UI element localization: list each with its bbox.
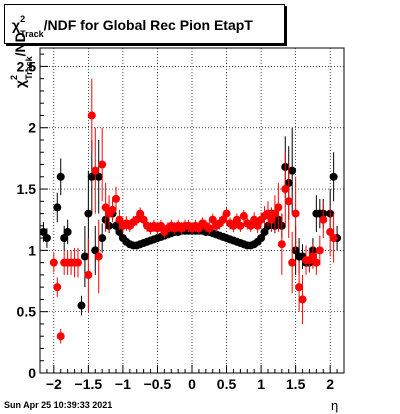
data-point — [264, 209, 272, 218]
ylabel-suffix: /ND — [12, 32, 28, 57]
data-point — [260, 227, 269, 236]
y-axis-label: χ2 Track/ND — [9, 32, 34, 88]
data-point — [56, 172, 65, 181]
data-point — [139, 215, 148, 224]
data-point — [274, 203, 283, 212]
y-tick-label: 0.5 — [17, 304, 37, 320]
data-point — [156, 221, 165, 230]
data-point — [236, 221, 245, 230]
data-point — [281, 185, 290, 194]
data-point — [239, 212, 248, 221]
data-point — [284, 197, 293, 206]
data-point — [219, 215, 228, 224]
data-point — [53, 203, 62, 212]
x-axis-label: η — [331, 398, 339, 413]
data-point — [91, 166, 100, 175]
axis-ticks — [39, 53, 345, 374]
data-point — [315, 246, 324, 255]
data-point — [39, 227, 48, 236]
data-point — [87, 111, 96, 120]
data-point — [98, 160, 107, 169]
data-point — [288, 258, 297, 267]
tick-labels: −2 −1.5 −1 −0.5 0 0.5 1 1.5 2 0 0.5 1 1.5 2 2.5 — [17, 58, 335, 392]
data-point — [74, 258, 82, 267]
y-tick-label: 1 — [28, 242, 36, 258]
data-point — [329, 172, 338, 181]
data-point — [232, 215, 241, 224]
y-tick-label: 2 — [28, 120, 36, 136]
x-tick-label: 0.5 — [217, 376, 237, 392]
data-point — [60, 234, 69, 243]
data-point — [112, 194, 120, 203]
x-tick-label: −0.5 — [144, 376, 172, 392]
data-point — [53, 283, 62, 292]
chart-title-box: χ2 Track/NDF for Global Rec Pion EtapT — [4, 4, 285, 44]
chart-title: χ2 Track/NDF for Global Rec Pion EtapT — [12, 14, 253, 39]
data-point — [295, 283, 304, 292]
data-point — [94, 172, 103, 181]
ylabel-chi-symbol: χ — [12, 79, 28, 88]
data-point — [101, 203, 110, 212]
data-point — [312, 258, 321, 267]
data-point — [277, 240, 286, 249]
data-point — [115, 215, 124, 224]
data-points — [39, 78, 342, 344]
y-tick-label: 0 — [28, 365, 36, 381]
data-point — [77, 301, 86, 310]
data-point — [222, 209, 231, 218]
data-point — [108, 205, 117, 214]
x-tick-label: 1.5 — [286, 376, 306, 392]
x-tick-label: −2 — [46, 376, 62, 392]
x-tick-label: −1 — [115, 376, 131, 392]
data-point — [84, 209, 93, 218]
data-point — [250, 215, 259, 224]
data-point — [291, 209, 300, 218]
x-tick-label: 2 — [326, 376, 334, 392]
data-point — [326, 227, 335, 236]
data-point — [56, 332, 65, 341]
data-point — [208, 215, 217, 224]
data-point — [205, 224, 214, 233]
data-point — [132, 215, 141, 224]
data-point — [98, 234, 107, 243]
data-point — [308, 252, 317, 261]
ylabel-subscript: Track — [24, 56, 34, 80]
data-point — [84, 270, 93, 279]
ylabel-superscript: 2 — [9, 74, 19, 80]
x-tick-label: −1.5 — [75, 376, 103, 392]
grid-lines — [40, 48, 344, 373]
title-suffix: /NDF for Global Rec Pion EtapT — [43, 17, 253, 33]
title-subscript: Track — [20, 29, 44, 39]
data-point — [329, 234, 338, 243]
data-point — [42, 234, 51, 243]
data-point — [115, 227, 124, 236]
data-point — [63, 227, 72, 236]
data-point — [80, 252, 89, 261]
data-point — [94, 252, 103, 261]
data-point — [288, 166, 297, 175]
data-point — [87, 172, 96, 181]
y-tick-label: 1.5 — [17, 181, 37, 197]
data-point — [229, 221, 238, 230]
data-point — [136, 209, 145, 218]
x-tick-label: 0 — [188, 376, 196, 392]
data-point — [253, 221, 262, 230]
data-point — [112, 221, 120, 230]
data-point — [270, 209, 279, 218]
data-point — [298, 295, 307, 304]
y-tick-label: 2.5 — [17, 58, 37, 74]
data-point — [49, 258, 58, 267]
title-chi-symbol: χ — [12, 17, 21, 33]
data-point — [267, 215, 276, 224]
data-point — [91, 246, 100, 255]
series-red — [49, 78, 338, 344]
data-point — [257, 234, 266, 243]
data-point — [246, 221, 255, 230]
timestamp: Sun Apr 25 10:39:33 2021 — [4, 400, 113, 410]
x-tick-label: 1 — [257, 376, 265, 392]
title-superscript: 2 — [20, 14, 26, 24]
data-point — [319, 215, 328, 224]
